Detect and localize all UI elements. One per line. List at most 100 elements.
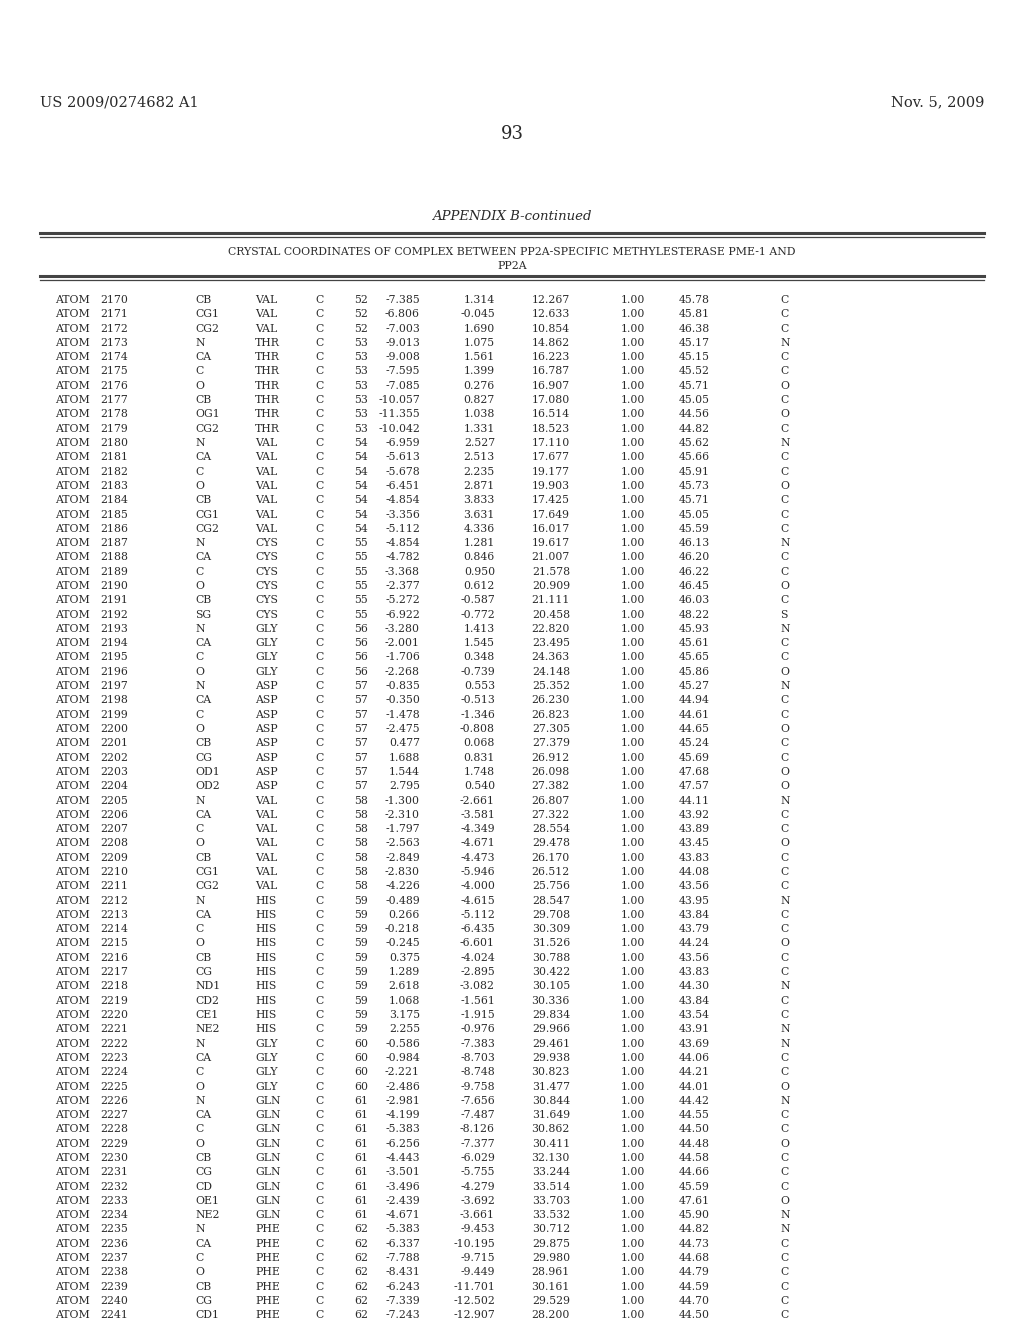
Text: 1.00: 1.00 bbox=[621, 380, 645, 391]
Text: 16.223: 16.223 bbox=[531, 352, 570, 362]
Text: C: C bbox=[315, 1096, 324, 1106]
Text: 31.526: 31.526 bbox=[531, 939, 570, 949]
Text: C: C bbox=[315, 380, 324, 391]
Text: -8.126: -8.126 bbox=[460, 1125, 495, 1134]
Text: C: C bbox=[780, 882, 788, 891]
Text: ATOM: ATOM bbox=[55, 309, 90, 319]
Text: 55: 55 bbox=[354, 566, 368, 577]
Text: GLY: GLY bbox=[255, 652, 278, 663]
Text: VAL: VAL bbox=[255, 510, 278, 520]
Text: ATOM: ATOM bbox=[55, 638, 90, 648]
Text: CYS: CYS bbox=[255, 539, 278, 548]
Text: -6.243: -6.243 bbox=[385, 1282, 420, 1292]
Text: 0.950: 0.950 bbox=[464, 566, 495, 577]
Text: 45.69: 45.69 bbox=[679, 752, 710, 763]
Text: C: C bbox=[780, 395, 788, 405]
Text: ATOM: ATOM bbox=[55, 1181, 90, 1192]
Text: 33.703: 33.703 bbox=[531, 1196, 570, 1206]
Text: C: C bbox=[315, 667, 324, 677]
Text: 44.58: 44.58 bbox=[679, 1152, 710, 1163]
Text: 43.84: 43.84 bbox=[679, 995, 710, 1006]
Text: CB: CB bbox=[195, 395, 211, 405]
Text: 25.756: 25.756 bbox=[532, 882, 570, 891]
Text: ASP: ASP bbox=[255, 723, 278, 734]
Text: 54: 54 bbox=[354, 438, 368, 447]
Text: 57: 57 bbox=[354, 681, 368, 692]
Text: 1.00: 1.00 bbox=[621, 953, 645, 962]
Text: -2.377: -2.377 bbox=[385, 581, 420, 591]
Text: C: C bbox=[195, 824, 203, 834]
Text: 62: 62 bbox=[354, 1253, 368, 1263]
Text: C: C bbox=[780, 738, 788, 748]
Text: 24.148: 24.148 bbox=[531, 667, 570, 677]
Text: -9.758: -9.758 bbox=[461, 1081, 495, 1092]
Text: 1.00: 1.00 bbox=[621, 352, 645, 362]
Text: 1.00: 1.00 bbox=[621, 681, 645, 692]
Text: THR: THR bbox=[255, 424, 280, 434]
Text: 14.862: 14.862 bbox=[531, 338, 570, 348]
Text: HIS: HIS bbox=[255, 924, 276, 935]
Text: ATOM: ATOM bbox=[55, 652, 90, 663]
Text: ATOM: ATOM bbox=[55, 1152, 90, 1163]
Text: C: C bbox=[780, 1181, 788, 1192]
Text: C: C bbox=[315, 338, 324, 348]
Text: C: C bbox=[315, 395, 324, 405]
Text: -0.489: -0.489 bbox=[385, 895, 420, 906]
Text: 43.45: 43.45 bbox=[679, 838, 710, 849]
Text: 53: 53 bbox=[354, 352, 368, 362]
Text: 29.966: 29.966 bbox=[531, 1024, 570, 1035]
Text: C: C bbox=[315, 638, 324, 648]
Text: 44.68: 44.68 bbox=[679, 1253, 710, 1263]
Text: 1.413: 1.413 bbox=[464, 624, 495, 634]
Text: ATOM: ATOM bbox=[55, 1125, 90, 1134]
Text: 54: 54 bbox=[354, 480, 368, 491]
Text: 0.348: 0.348 bbox=[464, 652, 495, 663]
Text: 43.84: 43.84 bbox=[679, 909, 710, 920]
Text: ATOM: ATOM bbox=[55, 1238, 90, 1249]
Text: ATOM: ATOM bbox=[55, 1081, 90, 1092]
Text: C: C bbox=[315, 824, 324, 834]
Text: -0.045: -0.045 bbox=[460, 309, 495, 319]
Text: C: C bbox=[780, 809, 788, 820]
Text: C: C bbox=[780, 453, 788, 462]
Text: -1.478: -1.478 bbox=[385, 710, 420, 719]
Text: N: N bbox=[195, 895, 205, 906]
Text: 59: 59 bbox=[354, 895, 368, 906]
Text: 59: 59 bbox=[354, 1024, 368, 1035]
Text: 1.331: 1.331 bbox=[464, 424, 495, 434]
Text: 45.05: 45.05 bbox=[679, 395, 710, 405]
Text: C: C bbox=[780, 1125, 788, 1134]
Text: CB: CB bbox=[195, 1152, 211, 1163]
Text: 46.38: 46.38 bbox=[679, 323, 710, 334]
Text: 2201: 2201 bbox=[100, 738, 128, 748]
Text: N: N bbox=[780, 338, 790, 348]
Text: 1.00: 1.00 bbox=[621, 1167, 645, 1177]
Text: 46.20: 46.20 bbox=[679, 552, 710, 562]
Text: N: N bbox=[780, 895, 790, 906]
Text: C: C bbox=[195, 1253, 203, 1263]
Text: 61: 61 bbox=[354, 1096, 368, 1106]
Text: -9.453: -9.453 bbox=[461, 1225, 495, 1234]
Text: C: C bbox=[780, 1152, 788, 1163]
Text: C: C bbox=[315, 696, 324, 705]
Text: ASP: ASP bbox=[255, 681, 278, 692]
Text: -7.243: -7.243 bbox=[385, 1311, 420, 1320]
Text: -2.268: -2.268 bbox=[385, 667, 420, 677]
Text: 1.00: 1.00 bbox=[621, 1225, 645, 1234]
Text: 1.00: 1.00 bbox=[621, 1210, 645, 1220]
Text: 59: 59 bbox=[354, 939, 368, 949]
Text: 54: 54 bbox=[354, 495, 368, 506]
Text: -2.895: -2.895 bbox=[460, 968, 495, 977]
Text: 2235: 2235 bbox=[100, 1225, 128, 1234]
Text: CG: CG bbox=[195, 1296, 212, 1305]
Text: 1.00: 1.00 bbox=[621, 1282, 645, 1292]
Text: C: C bbox=[780, 696, 788, 705]
Text: -3.356: -3.356 bbox=[385, 510, 420, 520]
Text: CYS: CYS bbox=[255, 581, 278, 591]
Text: 53: 53 bbox=[354, 338, 368, 348]
Text: 2236: 2236 bbox=[100, 1238, 128, 1249]
Text: 1.00: 1.00 bbox=[621, 524, 645, 533]
Text: 2185: 2185 bbox=[100, 510, 128, 520]
Text: 44.59: 44.59 bbox=[679, 1282, 710, 1292]
Text: 2202: 2202 bbox=[100, 752, 128, 763]
